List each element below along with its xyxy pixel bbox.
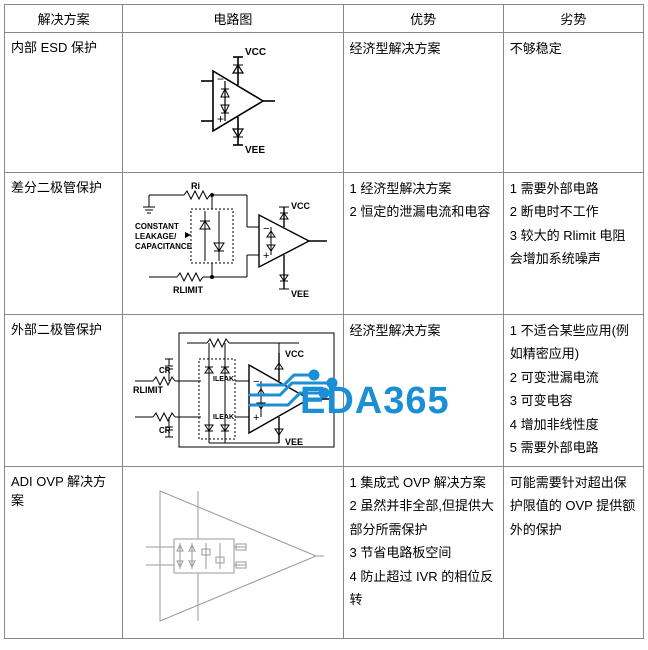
comparison-table: 解决方案 电路图 优势 劣势 内部 ESD 保护 VCC [4, 4, 644, 639]
solution-name: 差分二极管保护 [5, 173, 123, 315]
disadvantage-item: 1 不适合某些应用(例如精密应用) [510, 319, 637, 366]
rlimit-label: RLIMIT [173, 285, 203, 295]
advantage-item: 1 经济型解决方案 [350, 177, 497, 200]
circuit-diagram-1: VCC − + [183, 41, 283, 161]
svg-text:−: − [263, 223, 269, 235]
ri-label: Ri [191, 181, 200, 191]
advantage-item: 1 集成式 OVP 解决方案 [350, 471, 497, 494]
advantages-cell: 经济型解决方案 [343, 33, 503, 173]
disadvantage-item: 2 断电时不工作 [510, 200, 637, 223]
header-diagram: 电路图 [123, 5, 343, 33]
circuit-diagram-2: Ri [129, 177, 339, 307]
svg-text:+: + [217, 112, 224, 126]
advantages-cell: 1 经济型解决方案 2 恒定的泄漏电流和电容 [343, 173, 503, 315]
svg-text:ILEAK: ILEAK [213, 376, 234, 383]
disadvantage-item: 3 较大的 Rlimit 电阻会增加系统噪声 [510, 224, 637, 271]
vcc-label-2: VCC [291, 201, 311, 211]
solution-name: ADI OVP 解决方案 [5, 467, 123, 639]
header-advantages: 优势 [343, 5, 503, 33]
table-header-row: 解决方案 电路图 优势 劣势 [5, 5, 644, 33]
svg-text:−: − [217, 72, 224, 86]
note-line2: LEAKAGE/ [135, 232, 177, 241]
svg-text:VEE: VEE [285, 437, 303, 447]
solution-name: 外部二极管保护 [5, 315, 123, 467]
disadvantages-cell: 1 需要外部电路 2 断电时不工作 3 较大的 Rlimit 电阻会增加系统噪声 [503, 173, 643, 315]
table-row: 内部 ESD 保护 VCC [5, 33, 644, 173]
solution-name: 内部 ESD 保护 [5, 33, 123, 173]
advantage-item: 3 节省电路板空间 [350, 541, 497, 564]
rlimit-label-3: RLIMIT [133, 385, 163, 395]
svg-text:+: + [253, 412, 259, 424]
disadvantage-item: 1 需要外部电路 [510, 177, 637, 200]
advantages-cell: 经济型解决方案 [343, 315, 503, 467]
advantage-item: 4 防止超过 IVR 的相位反转 [350, 565, 497, 612]
circuit-diagram-4 [138, 471, 328, 631]
svg-text:ILEAK: ILEAK [213, 414, 234, 421]
diagram-cell-2: Ri [123, 173, 343, 315]
vee-label: VEE [245, 145, 265, 156]
svg-text:−: − [253, 376, 259, 388]
disadvantage-item: 3 可变电容 [510, 389, 637, 412]
disadvantage-item: 4 增加非线性度 [510, 413, 637, 436]
circuit-diagram-3: RLIMIT CR CR [129, 319, 339, 459]
disadvantages-cell: 不够稳定 [503, 33, 643, 173]
advantage-item: 2 虽然并非全部,但提供大部分所需保护 [350, 494, 497, 541]
advantage-item: 2 恒定的泄漏电流和电容 [350, 200, 497, 223]
disadvantages-cell: 可能需要针对超出保护限值的 OVP 提供额外的保护 [503, 467, 643, 639]
diagram-cell-1: VCC − + [123, 33, 343, 173]
disadvantages-cell: 1 不适合某些应用(例如精密应用) 2 可变泄漏电流 3 可变电容 4 增加非线… [503, 315, 643, 467]
header-solution: 解决方案 [5, 5, 123, 33]
vee-label-2: VEE [291, 289, 309, 299]
header-disadvantages: 劣势 [503, 5, 643, 33]
disadvantage-item: 不够稳定 [510, 37, 637, 60]
note-line3: CAPACITANCE [135, 242, 193, 251]
advantage-item: 经济型解决方案 [350, 37, 497, 60]
vcc-label: VCC [245, 47, 266, 58]
table-row: ADI OVP 解决方案 [5, 467, 644, 639]
disadvantage-item: 可能需要针对超出保护限值的 OVP 提供额外的保护 [510, 471, 637, 541]
disadvantage-item: 2 可变泄漏电流 [510, 366, 637, 389]
advantage-item: 经济型解决方案 [350, 319, 497, 342]
diagram-cell-4 [123, 467, 343, 639]
diagram-cell-3: RLIMIT CR CR [123, 315, 343, 467]
disadvantage-item: 5 需要外部电路 [510, 436, 637, 459]
note-line1: CONSTANT [135, 222, 179, 231]
advantages-cell: 1 集成式 OVP 解决方案 2 虽然并非全部,但提供大部分所需保护 3 节省电… [343, 467, 503, 639]
svg-text:+: + [263, 250, 269, 262]
table-row: 外部二极管保护 RLIMIT [5, 315, 644, 467]
table-row: 差分二极管保护 Ri [5, 173, 644, 315]
svg-text:VCC: VCC [285, 349, 305, 359]
